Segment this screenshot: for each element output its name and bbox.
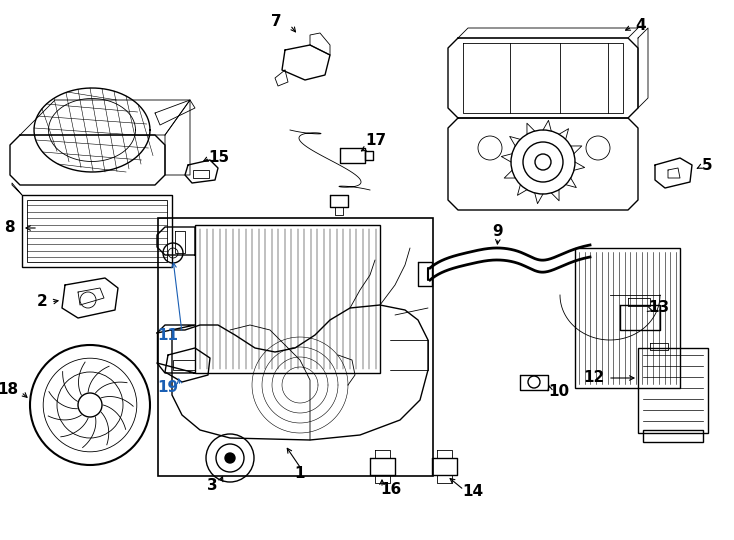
Bar (643, 430, 703, 442)
Text: 19: 19 (157, 381, 178, 395)
Bar (173, 360, 195, 370)
Text: 18: 18 (0, 382, 18, 397)
Bar (158, 218, 433, 476)
Text: 14: 14 (462, 484, 483, 500)
Text: 1: 1 (294, 465, 305, 481)
Text: 10: 10 (548, 384, 569, 400)
Text: 11: 11 (157, 327, 178, 342)
Bar (22, 195, 172, 267)
Text: 8: 8 (4, 220, 15, 235)
Bar (638, 348, 708, 433)
Text: 17: 17 (365, 133, 386, 148)
Text: 2: 2 (37, 294, 48, 309)
Text: 12: 12 (584, 370, 605, 386)
Bar (27, 200, 167, 262)
Text: 9: 9 (493, 225, 504, 240)
Text: 4: 4 (635, 17, 646, 32)
Text: 3: 3 (208, 477, 218, 492)
Text: 5: 5 (702, 158, 713, 172)
Bar (575, 248, 680, 388)
Circle shape (225, 453, 235, 463)
Text: 16: 16 (380, 483, 401, 497)
Text: 7: 7 (272, 15, 282, 30)
Text: 13: 13 (648, 300, 669, 315)
Text: 15: 15 (208, 151, 229, 165)
Bar (193, 170, 209, 178)
Bar (195, 225, 380, 373)
